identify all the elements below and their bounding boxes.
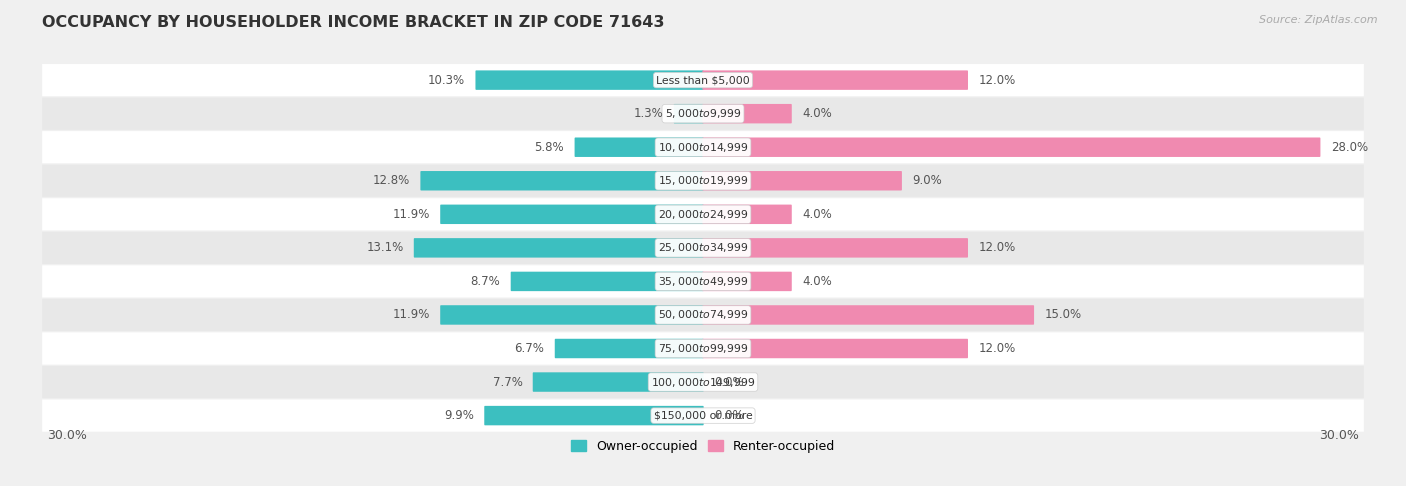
FancyBboxPatch shape (42, 299, 1364, 331)
FancyBboxPatch shape (440, 205, 703, 224)
Text: 1.3%: 1.3% (634, 107, 664, 120)
FancyBboxPatch shape (703, 238, 967, 258)
FancyBboxPatch shape (703, 171, 901, 191)
Text: $20,000 to $24,999: $20,000 to $24,999 (658, 208, 748, 221)
Text: 28.0%: 28.0% (1330, 141, 1368, 154)
FancyBboxPatch shape (42, 399, 1364, 432)
Text: $75,000 to $99,999: $75,000 to $99,999 (658, 342, 748, 355)
FancyBboxPatch shape (484, 406, 703, 425)
Text: 12.0%: 12.0% (979, 73, 1015, 87)
Text: 12.0%: 12.0% (979, 242, 1015, 254)
Text: 4.0%: 4.0% (801, 208, 832, 221)
FancyBboxPatch shape (42, 98, 1364, 130)
Text: 6.7%: 6.7% (515, 342, 544, 355)
FancyBboxPatch shape (510, 272, 703, 291)
FancyBboxPatch shape (703, 205, 792, 224)
Text: Source: ZipAtlas.com: Source: ZipAtlas.com (1260, 15, 1378, 25)
Text: 15.0%: 15.0% (1045, 309, 1081, 321)
Text: 10.3%: 10.3% (427, 73, 465, 87)
FancyBboxPatch shape (42, 265, 1364, 297)
FancyBboxPatch shape (42, 165, 1364, 197)
Text: 5.8%: 5.8% (534, 141, 564, 154)
Text: 30.0%: 30.0% (1320, 429, 1360, 442)
FancyBboxPatch shape (703, 272, 792, 291)
FancyBboxPatch shape (555, 339, 703, 358)
FancyBboxPatch shape (440, 305, 703, 325)
Text: 9.9%: 9.9% (444, 409, 474, 422)
FancyBboxPatch shape (413, 238, 703, 258)
FancyBboxPatch shape (673, 104, 703, 123)
Text: OCCUPANCY BY HOUSEHOLDER INCOME BRACKET IN ZIP CODE 71643: OCCUPANCY BY HOUSEHOLDER INCOME BRACKET … (42, 15, 665, 30)
Text: $10,000 to $14,999: $10,000 to $14,999 (658, 141, 748, 154)
Text: $25,000 to $34,999: $25,000 to $34,999 (658, 242, 748, 254)
FancyBboxPatch shape (533, 372, 703, 392)
Text: 13.1%: 13.1% (366, 242, 404, 254)
FancyBboxPatch shape (475, 70, 703, 90)
FancyBboxPatch shape (703, 339, 967, 358)
Text: 0.0%: 0.0% (714, 376, 744, 388)
FancyBboxPatch shape (42, 131, 1364, 163)
Text: 7.7%: 7.7% (492, 376, 523, 388)
FancyBboxPatch shape (703, 70, 967, 90)
FancyBboxPatch shape (42, 198, 1364, 230)
Text: $35,000 to $49,999: $35,000 to $49,999 (658, 275, 748, 288)
Text: 11.9%: 11.9% (392, 208, 430, 221)
Text: 30.0%: 30.0% (46, 429, 86, 442)
Text: 0.0%: 0.0% (714, 409, 744, 422)
Text: 9.0%: 9.0% (912, 174, 942, 187)
FancyBboxPatch shape (42, 332, 1364, 364)
Legend: Owner-occupied, Renter-occupied: Owner-occupied, Renter-occupied (567, 434, 839, 458)
FancyBboxPatch shape (42, 366, 1364, 398)
Text: 4.0%: 4.0% (801, 275, 832, 288)
FancyBboxPatch shape (703, 138, 1320, 157)
Text: $100,000 to $149,999: $100,000 to $149,999 (651, 376, 755, 388)
FancyBboxPatch shape (575, 138, 703, 157)
FancyBboxPatch shape (703, 104, 792, 123)
Text: 12.0%: 12.0% (979, 342, 1015, 355)
FancyBboxPatch shape (420, 171, 703, 191)
FancyBboxPatch shape (42, 64, 1364, 96)
Text: Less than $5,000: Less than $5,000 (657, 75, 749, 85)
Text: 12.8%: 12.8% (373, 174, 411, 187)
Text: $5,000 to $9,999: $5,000 to $9,999 (665, 107, 741, 120)
FancyBboxPatch shape (703, 305, 1033, 325)
Text: $15,000 to $19,999: $15,000 to $19,999 (658, 174, 748, 187)
Text: 11.9%: 11.9% (392, 309, 430, 321)
Text: 4.0%: 4.0% (801, 107, 832, 120)
Text: $150,000 or more: $150,000 or more (654, 411, 752, 420)
Text: $50,000 to $74,999: $50,000 to $74,999 (658, 309, 748, 321)
FancyBboxPatch shape (42, 232, 1364, 264)
Text: 8.7%: 8.7% (471, 275, 501, 288)
